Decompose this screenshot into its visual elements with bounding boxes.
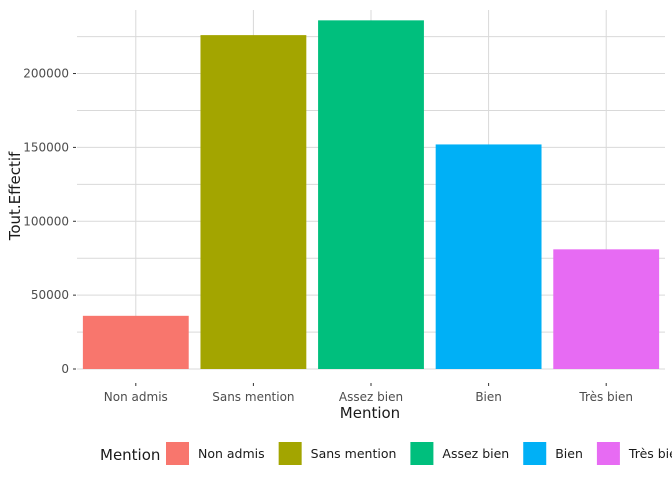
y-tick-label: 0 [61,362,69,376]
y-tick-label: 50000 [31,288,69,302]
legend-swatch [278,442,302,465]
legend-label: Sans mention [311,446,397,461]
legend-label: Bien [555,446,583,461]
x-tick-label: Très bien [578,390,633,404]
legend-swatch [596,442,620,465]
y-tick-label: 100000 [23,214,69,228]
bar-assez-bien [318,20,424,370]
bar-non-admis [82,315,189,369]
bar-bien [435,144,542,369]
x-tick-label: Assez bien [339,390,403,404]
legend-label: Assez bien [442,446,509,461]
legend-swatch [523,442,547,465]
y-axis: 0 50000 100000 150000 200000 [23,67,76,376]
legend-swatch [166,442,189,465]
x-tick-label: Sans mention [212,390,294,404]
legend: Mention Non admis Sans mention Assez bien B… [100,442,672,465]
bar-sans-mention [200,35,307,369]
x-tick-label: Bien [475,390,502,404]
bar-tr-s-bien [553,249,660,369]
x-axis-title: Mention [340,404,400,422]
y-axis-title: Tout.Effectif [6,151,24,241]
legend-title: Mention [100,446,160,464]
legend-label: Très bien [628,446,672,461]
bars [82,20,660,370]
x-tick-label: Non admis [104,390,168,404]
y-tick-label: 200000 [23,67,69,81]
y-tick-label: 150000 [23,140,69,154]
legend-swatch [410,442,434,465]
legend-label: Non admis [198,446,265,461]
x-axis: Non admis Sans mention Assez bien Bien Très … [104,383,633,404]
